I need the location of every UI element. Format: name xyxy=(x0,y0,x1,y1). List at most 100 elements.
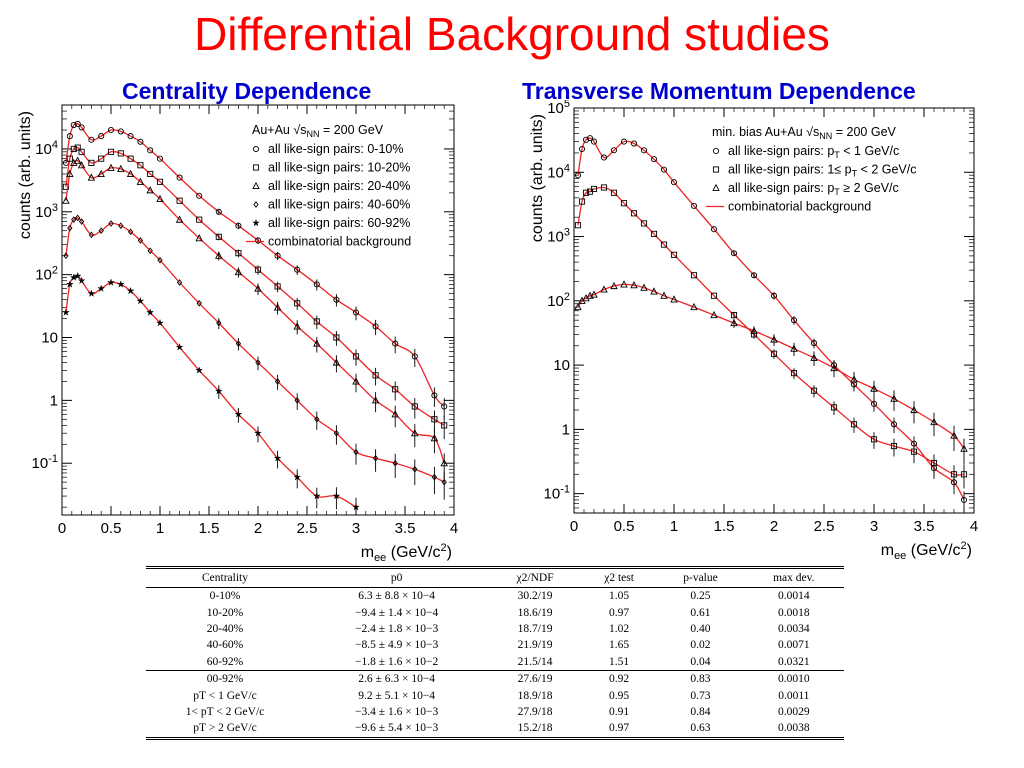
table-row: 40-60% −8.5 ± 4.9 × 10−3 21.9/19 1.65 0.02 0.… xyxy=(146,637,844,653)
data-point xyxy=(332,358,341,366)
legend-entry: all like-sign pairs: 60-92% xyxy=(268,216,410,230)
data-point xyxy=(950,431,958,439)
fit-line xyxy=(65,159,445,464)
data-point xyxy=(574,302,582,311)
data-point xyxy=(63,252,69,260)
tick-label: 1 xyxy=(50,392,58,409)
fit-line xyxy=(65,146,445,426)
fit-line xyxy=(65,122,445,407)
table-cell: 0.61 xyxy=(690,606,711,619)
legend-entry: all like-sign pairs: 1≤ pT < 2 GeV/c xyxy=(728,163,916,179)
data-point xyxy=(136,296,145,305)
data-point xyxy=(176,279,183,286)
data-point xyxy=(273,303,282,311)
table-cell: 0.95 xyxy=(609,689,630,702)
data-point xyxy=(411,429,419,437)
table-cell: 0.83 xyxy=(690,673,711,686)
data-point xyxy=(252,145,260,153)
table-cell: 18.7/19 xyxy=(517,622,553,635)
data-point xyxy=(640,220,648,227)
header-max-dev: max dev. xyxy=(773,572,815,584)
data-point xyxy=(712,166,720,173)
legend-entry-fit: combinatorial background xyxy=(728,200,871,214)
data-point xyxy=(107,148,115,155)
data-point xyxy=(890,394,898,402)
data-point xyxy=(333,296,340,303)
table-cell: 15.2/18 xyxy=(517,722,553,735)
data-point xyxy=(216,319,222,327)
data-point xyxy=(620,138,628,145)
data-point xyxy=(371,396,380,404)
y-axis-label: counts (arb. units) xyxy=(529,114,546,242)
table-cell: −8.5 ± 4.9 × 10−3 xyxy=(355,639,439,652)
series-triangle xyxy=(62,156,448,479)
data-point xyxy=(61,308,71,316)
y-axis-label: counts (arb. units) xyxy=(17,111,34,239)
data-point xyxy=(147,147,154,154)
data-point xyxy=(770,292,778,299)
fit-line xyxy=(577,137,965,501)
header-centrality: Centrality xyxy=(202,572,248,584)
data-point xyxy=(313,281,320,288)
data-point xyxy=(630,210,638,217)
legend-entry: all like-sign pairs: pT ≥ 2 GeV/c xyxy=(728,181,899,197)
data-point xyxy=(65,280,74,288)
data-point xyxy=(215,251,223,259)
series-star xyxy=(61,271,361,515)
data-point xyxy=(127,228,134,236)
data-point xyxy=(620,280,628,288)
data-point xyxy=(610,189,618,196)
data-point xyxy=(690,272,698,279)
series-triangle xyxy=(574,280,968,465)
data-point xyxy=(441,478,447,486)
data-point xyxy=(430,434,439,442)
data-point xyxy=(117,164,125,173)
data-point xyxy=(97,169,105,177)
data-point xyxy=(253,428,263,437)
data-point xyxy=(610,281,618,290)
tick-label: 102 xyxy=(547,291,570,310)
table-cell: 1< pT < 2 GeV/c xyxy=(185,705,265,718)
tick-label: 105 xyxy=(547,100,570,117)
data-point xyxy=(411,353,418,360)
legend-entry: all like-sign pairs: pT < 1 GeV/c xyxy=(728,144,899,160)
data-point xyxy=(196,299,202,307)
data-point xyxy=(253,201,259,208)
data-point xyxy=(352,309,360,316)
data-point xyxy=(69,273,78,282)
data-point xyxy=(870,384,878,392)
data-point xyxy=(650,287,658,295)
table-cell: 10-20% xyxy=(206,606,244,619)
data-point xyxy=(890,421,898,428)
data-point xyxy=(66,133,73,140)
data-point xyxy=(441,403,448,410)
data-point xyxy=(930,417,938,426)
data-point xyxy=(214,386,223,395)
data-point xyxy=(77,161,86,169)
table-cell: 30.2/19 xyxy=(517,590,553,603)
table-cell: 0.63 xyxy=(690,722,711,735)
data-point xyxy=(440,459,448,467)
data-point xyxy=(710,310,718,319)
table-cell: 1.65 xyxy=(609,639,630,652)
data-point xyxy=(412,465,418,473)
data-point xyxy=(620,200,628,207)
data-point xyxy=(810,387,818,394)
data-point xyxy=(333,429,340,437)
data-point xyxy=(600,285,608,293)
tick-label: 2.5 xyxy=(814,518,835,535)
tick-label: 103 xyxy=(35,202,58,221)
axis-ticks: 0 0.5 1 1.5 2 2.5 3 3.5 4 10-1 1 10 102 103 104 xyxy=(32,104,458,537)
data-point xyxy=(770,335,778,343)
data-point xyxy=(78,218,85,225)
data-point xyxy=(274,283,281,290)
table-cell: 0.0321 xyxy=(777,655,810,668)
data-point xyxy=(600,154,608,161)
legend-entry: all like-sign pairs: 20-40% xyxy=(268,179,410,193)
data-point xyxy=(960,444,968,452)
data-point xyxy=(750,272,758,279)
table-cell: 0.02 xyxy=(690,639,711,652)
data-point xyxy=(196,216,203,223)
data-point xyxy=(431,392,438,399)
tick-label: 102 xyxy=(35,265,58,284)
